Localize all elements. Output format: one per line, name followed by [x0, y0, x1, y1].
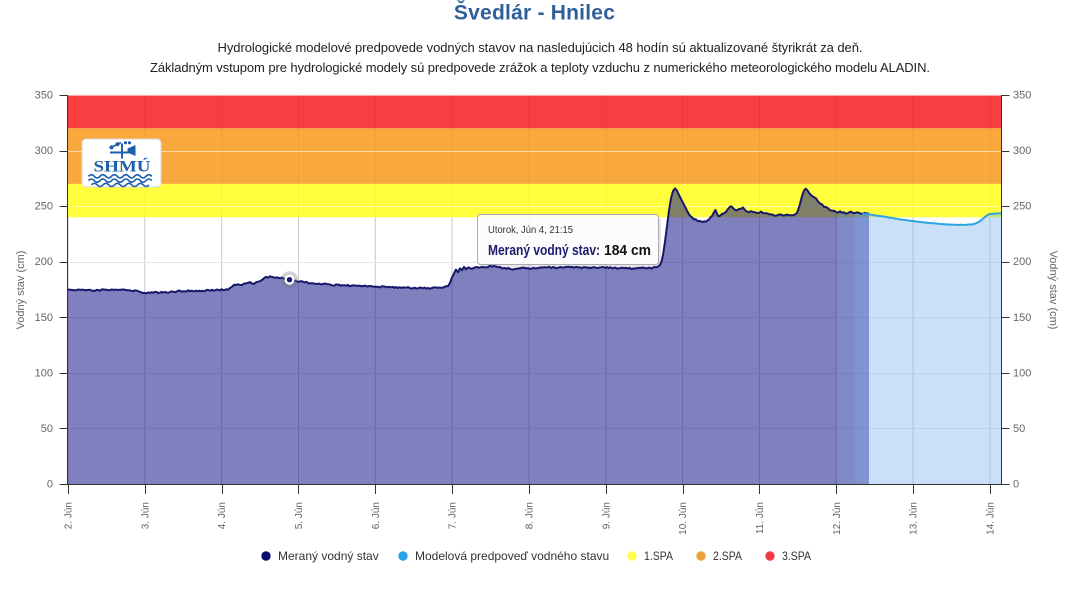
svg-text:250: 250	[1013, 201, 1031, 213]
svg-text:3. Jún: 3. Jún	[140, 502, 151, 529]
svg-text:300: 300	[35, 145, 53, 157]
svg-text:100: 100	[35, 367, 53, 379]
svg-text:14. Jún: 14. Jún	[986, 502, 997, 535]
svg-text:12. Jún: 12. Jún	[832, 502, 843, 535]
svg-text:4. Jún: 4. Jún	[217, 502, 228, 529]
svg-text:350: 350	[1013, 90, 1031, 102]
svg-text:100: 100	[1013, 367, 1031, 379]
svg-text:150: 150	[1013, 312, 1031, 324]
svg-text:0: 0	[47, 479, 53, 491]
svg-text:9. Jún: 9. Jún	[601, 502, 612, 529]
svg-text:350: 350	[35, 90, 53, 102]
svg-text:50: 50	[41, 423, 53, 435]
svg-text:184 cm: 184 cm	[604, 242, 651, 259]
svg-text:8. Jún: 8. Jún	[525, 502, 536, 529]
svg-text:10. Jún: 10. Jún	[678, 502, 689, 535]
svg-text:5. Jún: 5. Jún	[294, 502, 305, 529]
svg-text:Základným vstupom pre hydrolog: Základným vstupom pre hydrologické model…	[150, 60, 930, 75]
svg-text:0: 0	[1013, 479, 1019, 491]
svg-text:7. Jún: 7. Jún	[448, 502, 459, 529]
svg-text:SHMÚ: SHMÚ	[94, 157, 152, 176]
svg-text:200: 200	[35, 256, 53, 268]
svg-text:2.SPA: 2.SPA	[713, 549, 742, 563]
svg-text:Modelová predpoveď vodného sta: Modelová predpoveď vodného stavu	[415, 549, 609, 563]
svg-text:50: 50	[1013, 423, 1025, 435]
svg-text:3.SPA: 3.SPA	[782, 549, 811, 563]
svg-text:Meraný vodný stav: Meraný vodný stav	[278, 549, 379, 563]
svg-text:13. Jún: 13. Jún	[909, 502, 920, 535]
svg-text:Vodný stav (cm): Vodný stav (cm)	[15, 251, 27, 330]
svg-text:300: 300	[1013, 145, 1031, 157]
svg-text:Vodný stav (cm): Vodný stav (cm)	[1047, 251, 1059, 330]
svg-text:200: 200	[1013, 256, 1031, 268]
svg-text:Utorok, Jún 4, 21:15: Utorok, Jún 4, 21:15	[488, 225, 573, 236]
svg-text:Hydrologické modelové predpove: Hydrologické modelové predpovede vodných…	[218, 40, 863, 55]
svg-text:Švedlár - Hnilec: Švedlár - Hnilec	[454, 1, 615, 25]
svg-text:1.SPA: 1.SPA	[644, 549, 673, 563]
svg-text:Meraný vodný stav:: Meraný vodný stav:	[488, 242, 600, 259]
svg-text:250: 250	[35, 201, 53, 213]
svg-text:2. Jún: 2. Jún	[64, 502, 75, 529]
svg-text:6. Jún: 6. Jún	[371, 502, 382, 529]
svg-text:11. Jún: 11. Jún	[755, 502, 766, 534]
svg-text:150: 150	[35, 312, 53, 324]
